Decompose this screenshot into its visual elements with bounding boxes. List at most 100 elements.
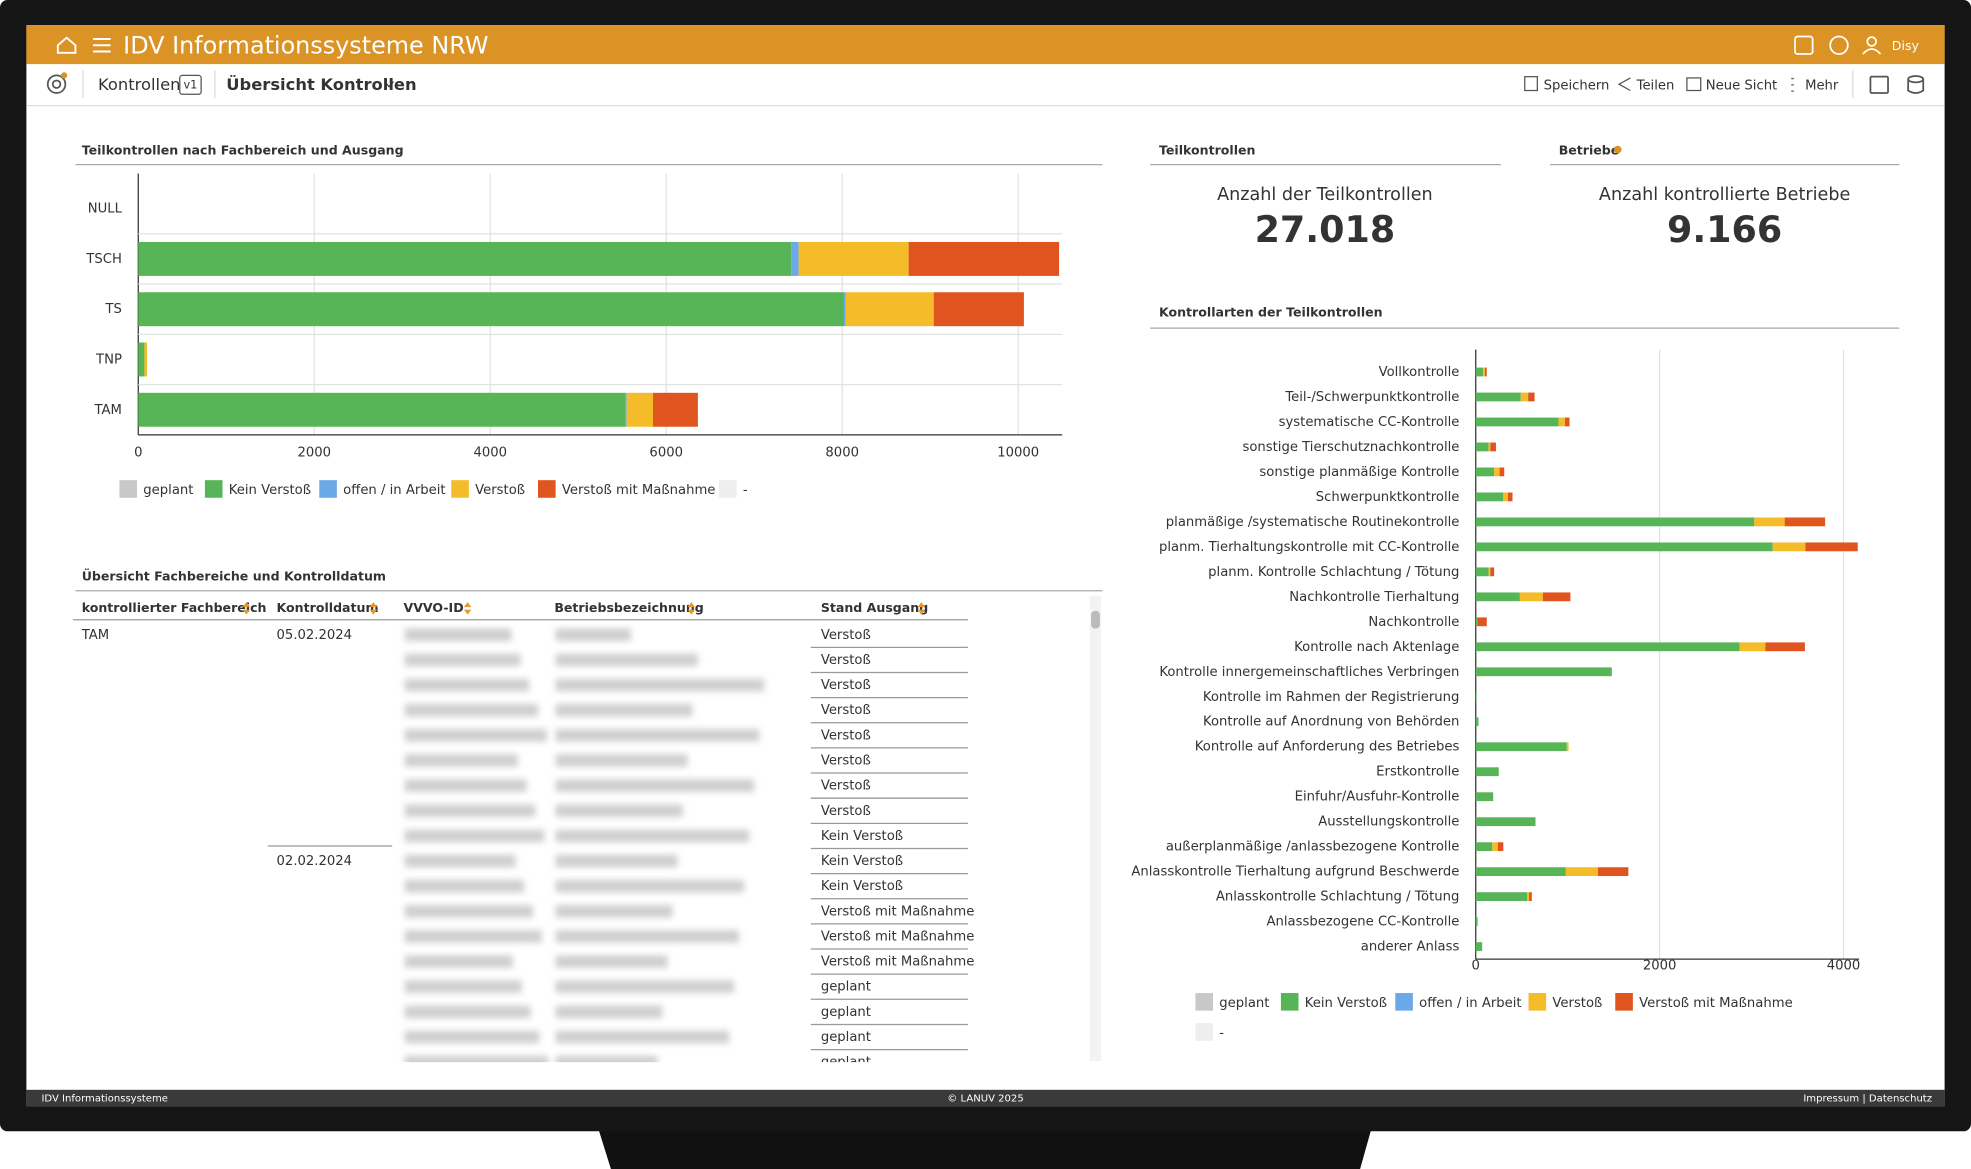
scrollbar-thumb[interactable] [1091,610,1100,629]
table-body: TAM 05.02.2024 02.02.2024 Verstoß Verstoß Ver… [81,628,975,1063]
redacted-id [404,930,542,943]
redacted-id [404,1055,549,1063]
y-tick-label: TSCH [85,252,122,267]
y-tick-label: anderer Anlass [1361,940,1460,955]
cell-stand: Verstoß [821,753,871,768]
footer-left: IDV Informationssysteme [41,1094,167,1105]
screen [26,25,1945,1107]
redacted-id [404,653,521,667]
toolbar-action[interactable]: Teilen [1636,78,1675,93]
panel-title: Übersicht Fachbereiche und Kontrolldatum [82,568,386,583]
bar-segment [1739,642,1766,652]
toolbar-action[interactable]: Mehr [1805,78,1839,93]
settings-icon[interactable] [1794,35,1814,55]
sort-icon[interactable] [369,602,378,615]
redacted-name [555,754,688,767]
bar-segment [626,392,654,427]
panel-title: Teilkontrollen nach Fachbereich und Ausg… [82,142,404,157]
legend-label: - [743,483,748,498]
redacted-name [555,829,750,843]
bar-segment [1566,742,1569,752]
redacted-id [404,980,522,994]
app-title: IDV Informationssysteme NRW [123,32,488,60]
sort-icon[interactable] [687,602,696,615]
section-name[interactable]: Kontrollen [98,75,180,94]
bar-segment [1772,542,1806,552]
cell-stand: Kein Verstoß [821,829,903,844]
bar-segment [1475,817,1536,827]
cell-stand: geplant [821,1030,871,1045]
bar-segment [1765,642,1805,652]
menu-icon[interactable] [93,37,111,53]
version-label: v1 [184,78,198,91]
y-tick-label: Kontrolle innergemeinschaftliches Verbri… [1159,665,1459,680]
toolbar-action[interactable]: Neue Sicht [1706,78,1777,93]
y-tick-label: Einfuhr/Ausfuhr-Kontrolle [1295,790,1460,805]
redacted-name [555,905,673,918]
home-icon[interactable] [56,36,77,54]
cell-date: 05.02.2024 [277,628,353,643]
y-tick-label: Nachkontrolle Tierhaltung [1289,590,1459,605]
x-tick-label: 2000 [297,446,331,461]
redacted-name [555,804,683,818]
user-name[interactable]: Disy [1892,38,1920,53]
column-header[interactable]: Betriebsbezeichnung [554,600,703,615]
y-tick-label: sonstige planmäßige Kontrolle [1259,465,1459,480]
sort-icon[interactable] [463,602,472,615]
legend-label: Verstoß mit Maßnahme [562,483,716,498]
redacted-id [404,804,536,818]
footer-bar [26,1089,1945,1107]
y-tick-label: sonstige Tierschutznachkontrolle [1242,440,1459,455]
bar-segment [1475,567,1489,577]
column-header[interactable]: Kontrolldatum [277,600,379,615]
bar-segment [1499,467,1505,477]
bar-segment [1494,467,1500,477]
bar-segment [653,392,698,427]
column-header[interactable]: Stand Ausgang [821,600,928,615]
bar-segment [1492,842,1498,852]
sort-icon[interactable] [917,602,926,615]
edit-icon[interactable] [1869,75,1889,94]
redacted-name [555,779,755,792]
bar-segment [138,292,844,327]
help-icon[interactable] [1829,35,1849,55]
column-header[interactable]: VVVO-ID [404,600,464,615]
x-tick-label: 2000 [1643,958,1677,973]
x-tick-label: 0 [1472,958,1480,973]
bar-segment [1475,367,1484,377]
cell-stand: Verstoß [821,628,871,643]
bar-segment [1598,867,1629,877]
bar-segment [1475,417,1559,427]
bar-segment [1475,642,1740,652]
view-selector[interactable]: Übersicht Kontrollen [226,75,416,94]
sort-icon[interactable] [242,602,251,615]
redacted-id [404,829,545,843]
redacted-name [555,703,693,717]
cell-stand: geplant [821,980,871,995]
column-header[interactable]: kontrollierter Fachbereich [82,600,267,615]
toolbar-action[interactable]: Speichern [1544,78,1610,93]
cell-stand: geplant [821,1005,871,1020]
view-caret [384,81,394,88]
bar-segment [1484,367,1487,377]
redacted-name [555,653,698,667]
redacted-name [555,854,678,868]
redacted-id [404,754,518,767]
bar-segment [1475,442,1489,452]
y-tick-label: Vollkontrolle [1379,365,1460,380]
cell-stand: Verstoß [821,779,871,794]
footer-links[interactable]: Impressum | Datenschutz [1803,1094,1932,1105]
header-bar [26,25,1945,65]
x-tick-label: 4000 [1827,958,1861,973]
bar-segment [1475,492,1504,502]
cell-fachbereich: TAM [81,628,109,643]
bar-segment [1475,917,1478,927]
user-icon[interactable] [1866,36,1877,47]
bar-segment [908,241,1060,276]
y-tick-label: Anlasskontrolle Schlachtung / Tötung [1216,890,1460,905]
y-tick-label: TS [104,302,121,317]
cell-stand: Verstoß mit Maßnahme [821,929,975,944]
bar-segment [1475,467,1495,477]
y-tick-label: planm. Kontrolle Schlachtung / Tötung [1208,565,1459,580]
